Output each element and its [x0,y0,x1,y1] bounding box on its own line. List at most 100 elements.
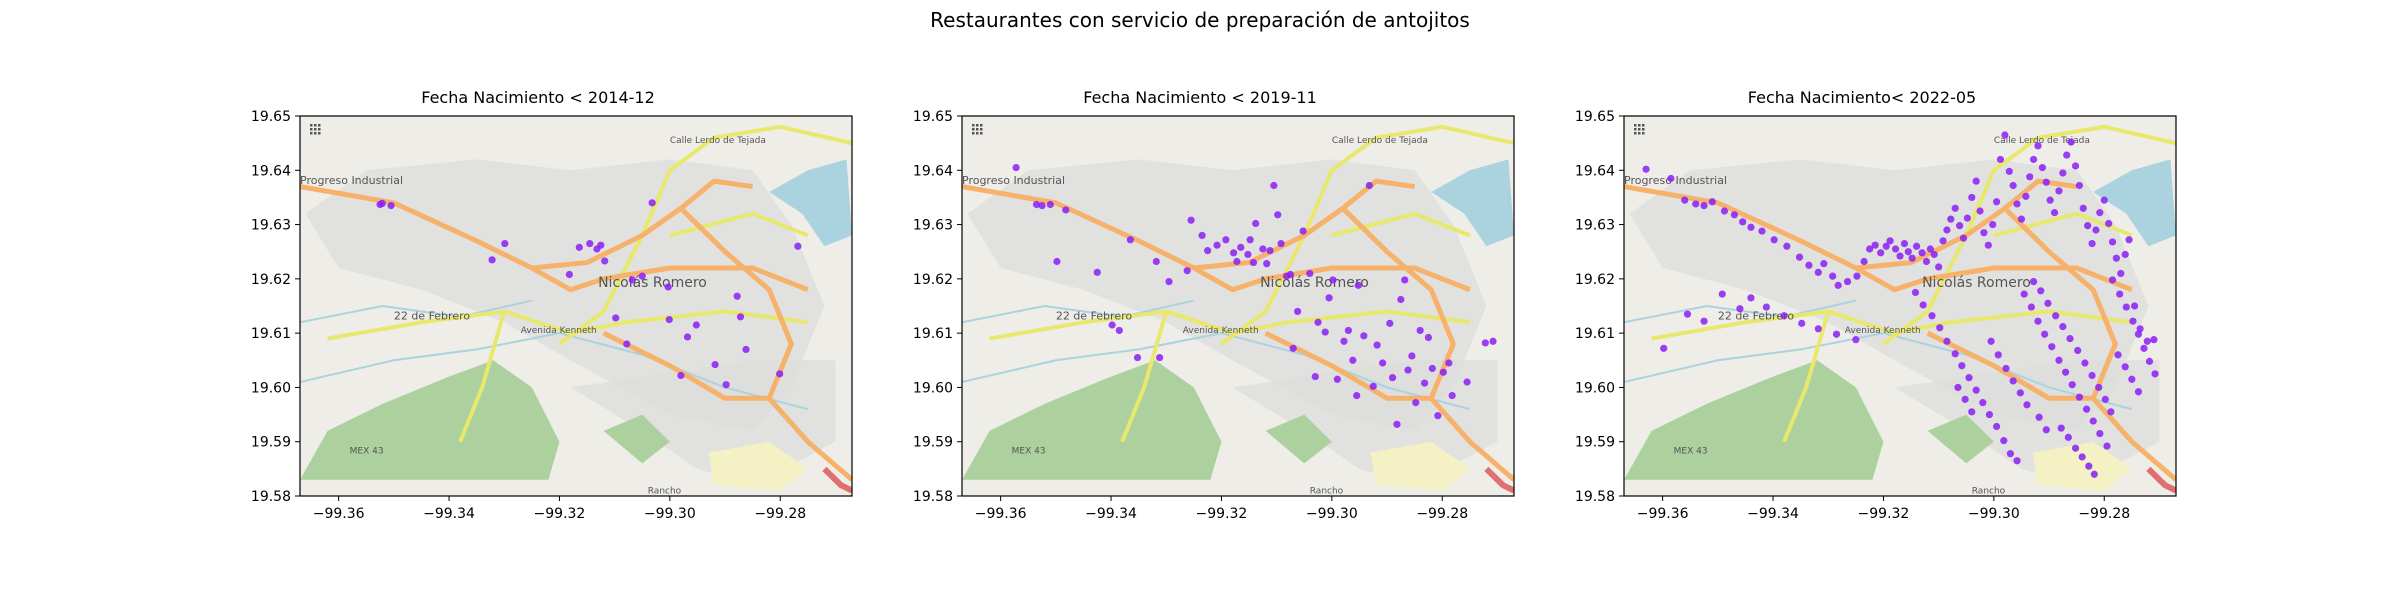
map-park [300,360,560,480]
scatter-point [1412,399,1420,407]
x-tick-label: −99.32 [1196,506,1248,522]
scatter-point [794,242,802,250]
x-tick-label: −99.28 [2078,506,2130,522]
map-place-label: 22 de Febrero [394,310,471,323]
scatter-point [2136,325,2144,333]
scatter-point [638,272,646,280]
scatter-point [1252,219,1260,228]
map-open-area [1370,441,1470,491]
scatter-point [1965,374,1973,382]
scatter-point [1108,321,1116,329]
scatter-point [1445,359,1453,367]
y-tick-label: 19.64 [251,163,291,179]
map-primary-road [602,330,770,401]
y-tick-label: 19.61 [1575,326,1615,342]
scatter-point [2013,200,2021,208]
subplot-canvas: Progreso Industrial 22 de Febrero Nicolás … [1575,109,2177,522]
scatter-point [2071,444,2080,452]
scatter-point [2134,388,2143,396]
scatter-point [1820,260,1828,268]
scatter-point [2006,450,2014,458]
scatter-point [1912,242,1921,250]
scatter-point [2035,413,2043,421]
scatter-point [1667,174,1675,183]
scatter-point [733,292,741,300]
map-primary-road [530,265,809,293]
x-tick-label: −99.34 [423,506,475,522]
x-tick-label: −99.30 [1968,506,2020,522]
x-tick-label: −99.30 [1306,506,1358,522]
map-water [769,159,852,247]
scatter-point [1908,254,1916,262]
map-place-label: Calle Lerdo de Tejada [1994,136,2090,146]
x-tick-label: −99.36 [313,506,365,522]
scatter-point [1963,214,1971,222]
scatter-point [2112,254,2120,262]
scatter-point [378,199,386,207]
map-grid-icon [1634,124,1645,135]
scatter-point [1321,328,1329,336]
map-secondary-road [558,124,852,346]
scatter-point [2048,343,2056,351]
scatter-point [1987,337,1995,345]
scatter-point [1980,229,1988,237]
map-place-label: Rancho [648,486,682,496]
axes-frame [961,115,1515,497]
scatter-point [1333,375,1341,383]
scatter-point [1397,295,1405,304]
scatter-point [1286,270,1295,279]
map-place-label: Calle Lerdo de Tejada [670,136,766,146]
scatter-point [1434,412,1442,420]
scatter-point [1780,312,1788,320]
scatter-point [1354,281,1362,289]
scatter-point [1762,303,1771,311]
scatter-point [2078,453,2086,461]
scatter-point [1360,332,1368,340]
scatter-point [1976,207,1984,215]
scatter-point [1993,198,2001,206]
scatter-point [736,313,745,321]
scatter-point [628,276,636,284]
subplot-title: Fecha Nacimiento < 2014-12 [421,88,655,107]
scatter-point [1718,290,1726,298]
scatter-point [2140,344,2148,352]
scatter-point [1871,241,1879,249]
map-place-label: Rancho [1972,486,2006,496]
y-tick-label: 19.59 [251,435,291,451]
scatter-point [2088,371,2096,380]
y-tick-label: 19.59 [913,435,953,451]
scatter-point [586,239,594,248]
scatter-point [692,321,700,329]
scatter-point [2150,336,2158,344]
x-tick-label: −99.28 [1416,506,1468,522]
scatter-point [2038,163,2047,172]
scatter-point [2042,426,2050,434]
map-place-label: Avenida Kenneth [1183,326,1259,336]
scatter-point [2057,424,2065,432]
scatter-point [1270,181,1278,190]
scatter-point [2117,269,2125,278]
scatter-point [575,243,583,251]
map-place-label: Calle Lerdo de Tejada [1332,136,1428,146]
map-highway [822,466,852,494]
scatter-point [1156,353,1164,362]
scatter-point [623,340,631,348]
map-stream [300,299,533,324]
scatter-point [1642,165,1650,173]
y-tick-label: 19.65 [913,109,953,125]
y-tick-label: 19.62 [251,272,291,288]
subplot-title: Fecha Nacimiento < 2019-11 [1083,88,1317,107]
map-place-label: MEX 43 [1012,447,1046,457]
scatter-point [1708,198,1716,206]
scatter-point [565,270,573,279]
scatter-point [2066,334,2074,343]
scatter-point [2020,290,2028,298]
y-tick-label: 19.65 [1575,109,1615,125]
scatter-point [677,371,685,380]
scatter-point [1353,391,1361,400]
scatter-point [1922,257,1931,266]
scatter-point [1053,257,1061,266]
scatter-point [2101,395,2109,403]
scatter-point [1736,305,1744,313]
y-tick-label: 19.64 [1575,163,1615,179]
